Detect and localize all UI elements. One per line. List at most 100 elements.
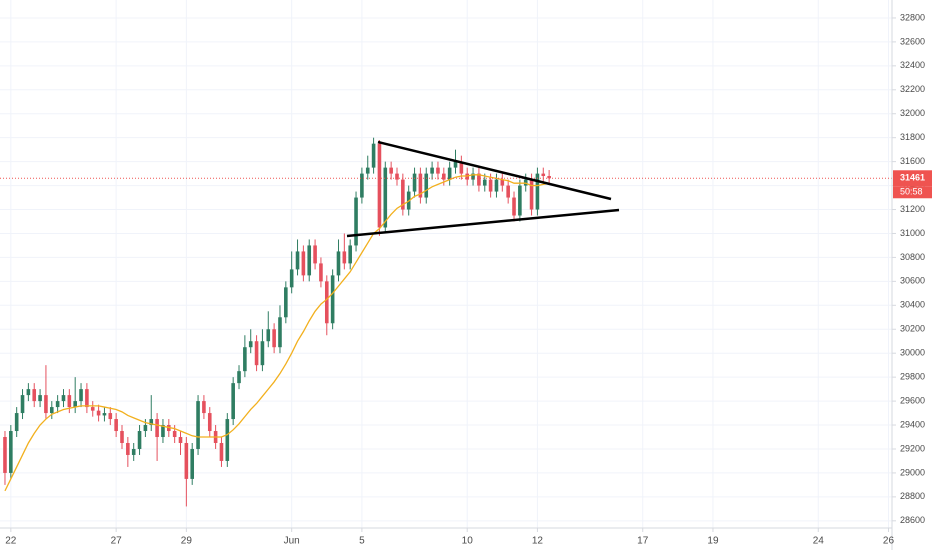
candle-body [14, 413, 19, 432]
candle-body [3, 437, 7, 473]
candle-body [459, 161, 464, 174]
candle-body [73, 401, 77, 408]
candle-body [96, 410, 101, 416]
candle-body [482, 179, 487, 186]
candle-body [535, 173, 540, 210]
candle-body [184, 442, 189, 479]
y-tick-label: 28600 [900, 515, 925, 525]
y-tick-label: 28800 [900, 491, 925, 501]
candle-body [20, 395, 25, 414]
candle-body [143, 425, 148, 432]
last-price-label: 31461 [900, 173, 925, 183]
y-tick-label: 32000 [900, 108, 925, 118]
candle-body [131, 448, 136, 455]
candle-body [395, 173, 399, 180]
countdown-label: 50:58 [900, 187, 923, 197]
y-tick-label: 30000 [900, 348, 925, 358]
candle-body [506, 185, 510, 198]
candle-body [55, 401, 60, 408]
trendline-lower [346, 208, 620, 238]
candle-body [512, 197, 516, 216]
candle-body [477, 173, 481, 186]
y-tick-label: 29800 [900, 372, 925, 382]
x-tick-label: 10 [462, 536, 474, 547]
candle-body [365, 167, 370, 174]
candle-body [155, 419, 159, 438]
y-tick-label: 30400 [900, 300, 925, 310]
x-tick-label: 29 [181, 536, 193, 547]
candle-body [161, 425, 165, 438]
y-tick-label: 29200 [900, 443, 925, 453]
candle-body [371, 143, 376, 168]
candle-body [412, 173, 417, 192]
y-tick-label: 30200 [900, 324, 925, 334]
candle-body [330, 275, 335, 324]
candle-body [114, 419, 118, 432]
candle-body [377, 143, 382, 228]
candle-body [149, 419, 154, 426]
candle-body [313, 245, 317, 264]
candle-body [348, 245, 352, 264]
y-tick-label: 31600 [900, 156, 925, 166]
x-tick-label: Jun [284, 536, 300, 547]
candle-body [418, 173, 423, 198]
trendline-upper [377, 140, 612, 201]
y-tick-label: 31000 [900, 228, 925, 238]
y-tick-label: 32600 [900, 36, 925, 46]
candle-body [67, 395, 72, 408]
y-tick-label: 32200 [900, 84, 925, 94]
candle-body [424, 173, 429, 198]
candle-body [301, 251, 306, 276]
y-tick-label: 30800 [900, 252, 925, 262]
x-tick-label: 22 [5, 536, 17, 547]
candle-body [289, 269, 294, 288]
candle-body [126, 442, 130, 455]
candle-body [266, 329, 271, 342]
y-tick-label: 29600 [900, 395, 925, 405]
candle-body [190, 448, 195, 479]
candle-body [401, 179, 405, 210]
candle-body [254, 341, 259, 366]
candle-body [38, 395, 42, 402]
candle-body [342, 251, 347, 264]
candle-body [137, 431, 142, 449]
moving-average [4, 174, 550, 492]
candle-body [49, 407, 54, 414]
candle-body [547, 176, 551, 179]
y-tick-label: 29400 [900, 419, 925, 429]
x-tick-label: 26 [883, 536, 895, 547]
candle-body [207, 413, 212, 432]
candle-body [172, 431, 177, 438]
candle-body [471, 173, 475, 180]
y-tick-label: 29000 [900, 467, 925, 477]
candle-body [354, 197, 358, 246]
last-price-box [893, 170, 932, 187]
marks [0, 137, 892, 507]
candle-body [278, 317, 282, 348]
candle-body [219, 442, 224, 461]
candle-body [360, 173, 364, 198]
candle-body [319, 263, 323, 282]
candle-body [9, 431, 13, 473]
x-tick-label: 17 [637, 536, 649, 547]
candle-body [243, 347, 247, 372]
candle-body [383, 167, 388, 228]
candle-body [231, 383, 235, 420]
axes: 28600 28800 29000 29200 29400 29600 29800 30000… [5, 12, 932, 547]
candle-body [518, 185, 522, 216]
candle-body [307, 245, 312, 276]
candle-body [295, 251, 300, 270]
candle-body [44, 395, 48, 414]
candle-body [108, 413, 113, 420]
candle-body [102, 413, 107, 416]
candle-body [529, 179, 534, 210]
countdown-box [893, 186, 932, 199]
y-tick-label: 31800 [900, 132, 925, 142]
candle-body [26, 389, 31, 396]
candle-body [61, 395, 66, 402]
candle-body [79, 389, 83, 402]
x-tick-label: 5 [359, 536, 365, 547]
candle-body [430, 167, 434, 174]
